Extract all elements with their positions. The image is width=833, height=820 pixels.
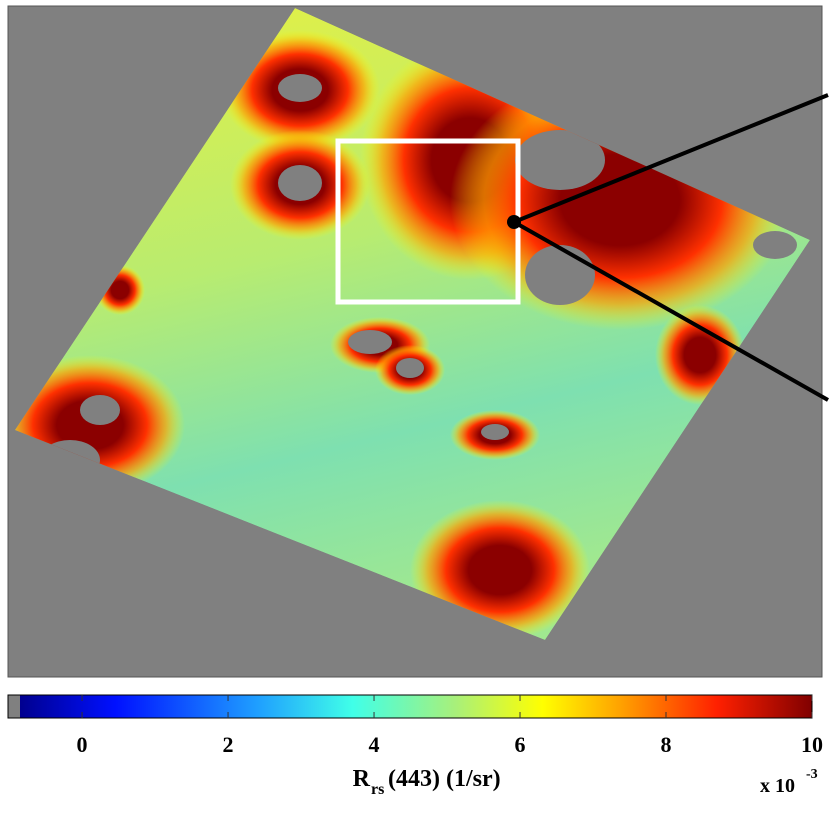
label-text: (443) (1/sr) <box>388 766 501 792</box>
tick-label: 6 <box>515 732 526 757</box>
tick-label: 4 <box>369 732 380 757</box>
label-symbol: R <box>353 766 371 792</box>
nodata-swatch <box>8 695 20 718</box>
multiplier-exponent: -3 <box>806 767 818 782</box>
tick-label: 8 <box>661 732 672 757</box>
sample-point <box>507 215 521 229</box>
multiplier-base: x 10 <box>760 775 795 797</box>
label-subscript: rs <box>371 781 384 798</box>
tick-label: 2 <box>223 732 234 757</box>
tick-label: 10 <box>801 732 823 757</box>
figure: R rs (443) (1/sr) x 10 -3 0 2 4 6 8 10 <box>0 0 833 815</box>
colorbar <box>20 695 812 718</box>
tick-label: 0 <box>77 732 88 757</box>
